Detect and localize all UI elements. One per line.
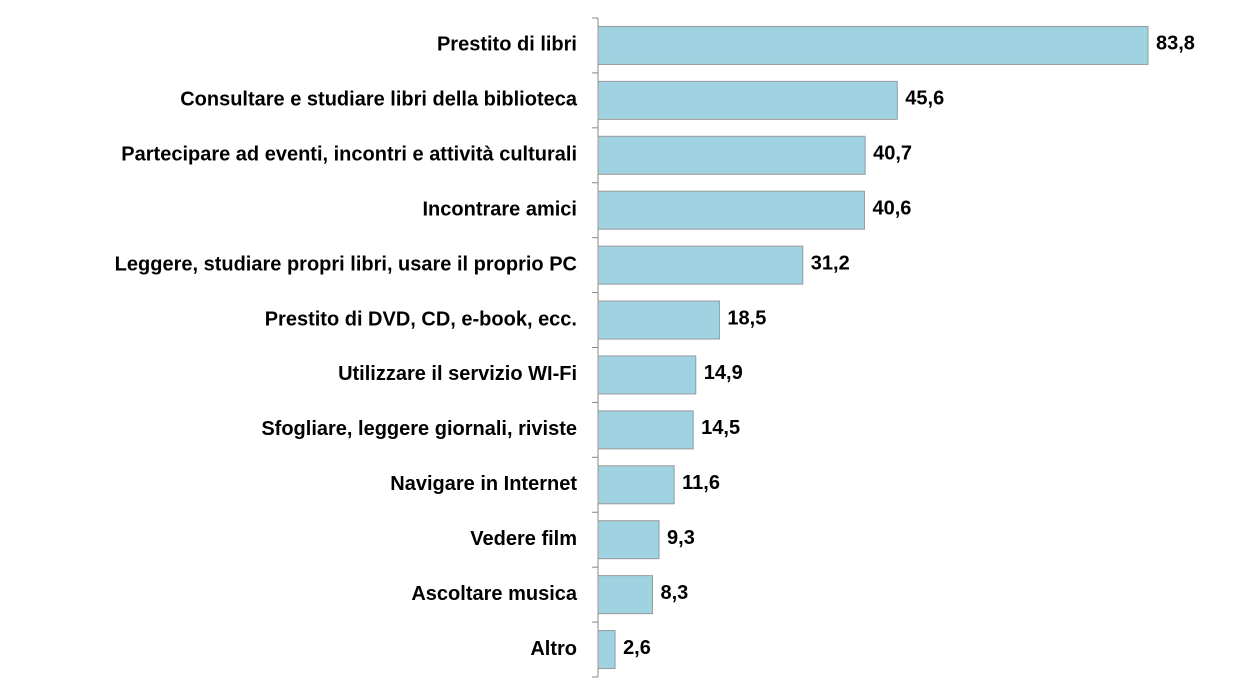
value-label: 40,7	[873, 143, 912, 165]
category-label: Leggere, studiare propri libri, usare il…	[115, 253, 577, 275]
category-label: Altro	[530, 638, 577, 660]
bar	[597, 245, 804, 285]
bar	[597, 520, 660, 560]
value-label: 18,5	[727, 307, 766, 329]
category-label: Incontrare amici	[422, 198, 577, 220]
bar	[597, 355, 697, 395]
value-label: 9,3	[667, 527, 695, 549]
bar	[597, 25, 1149, 65]
bar	[597, 410, 694, 450]
bar	[597, 80, 898, 120]
value-label: 45,6	[905, 88, 944, 110]
category-label: Prestito di libri	[437, 34, 577, 56]
value-label: 2,6	[623, 637, 651, 659]
bar	[597, 300, 720, 340]
category-label: Consultare e studiare libri della biblio…	[180, 89, 578, 111]
value-label: 40,6	[872, 197, 911, 219]
value-label: 83,8	[1156, 33, 1195, 55]
value-label: 11,6	[682, 472, 720, 494]
value-label: 31,2	[811, 252, 850, 274]
value-label: 14,5	[701, 417, 740, 439]
category-label: Vedere film	[470, 528, 577, 550]
bar	[597, 630, 616, 670]
category-label: Sfogliare, leggere giornali, riviste	[261, 418, 577, 440]
bar	[597, 575, 653, 615]
category-label: Ascoltare musica	[411, 583, 578, 605]
category-label: Navigare in Internet	[390, 473, 577, 495]
category-label: Utilizzare il servizio WI-Fi	[338, 363, 577, 385]
value-label: 8,3	[660, 582, 688, 604]
bar	[597, 135, 866, 175]
category-label: Partecipare ad eventi, incontri e attivi…	[121, 144, 577, 166]
bar	[597, 465, 675, 505]
value-label: 14,9	[704, 362, 743, 384]
category-label: Prestito di DVD, CD, e-book, ecc.	[265, 308, 577, 330]
bar	[597, 190, 865, 230]
